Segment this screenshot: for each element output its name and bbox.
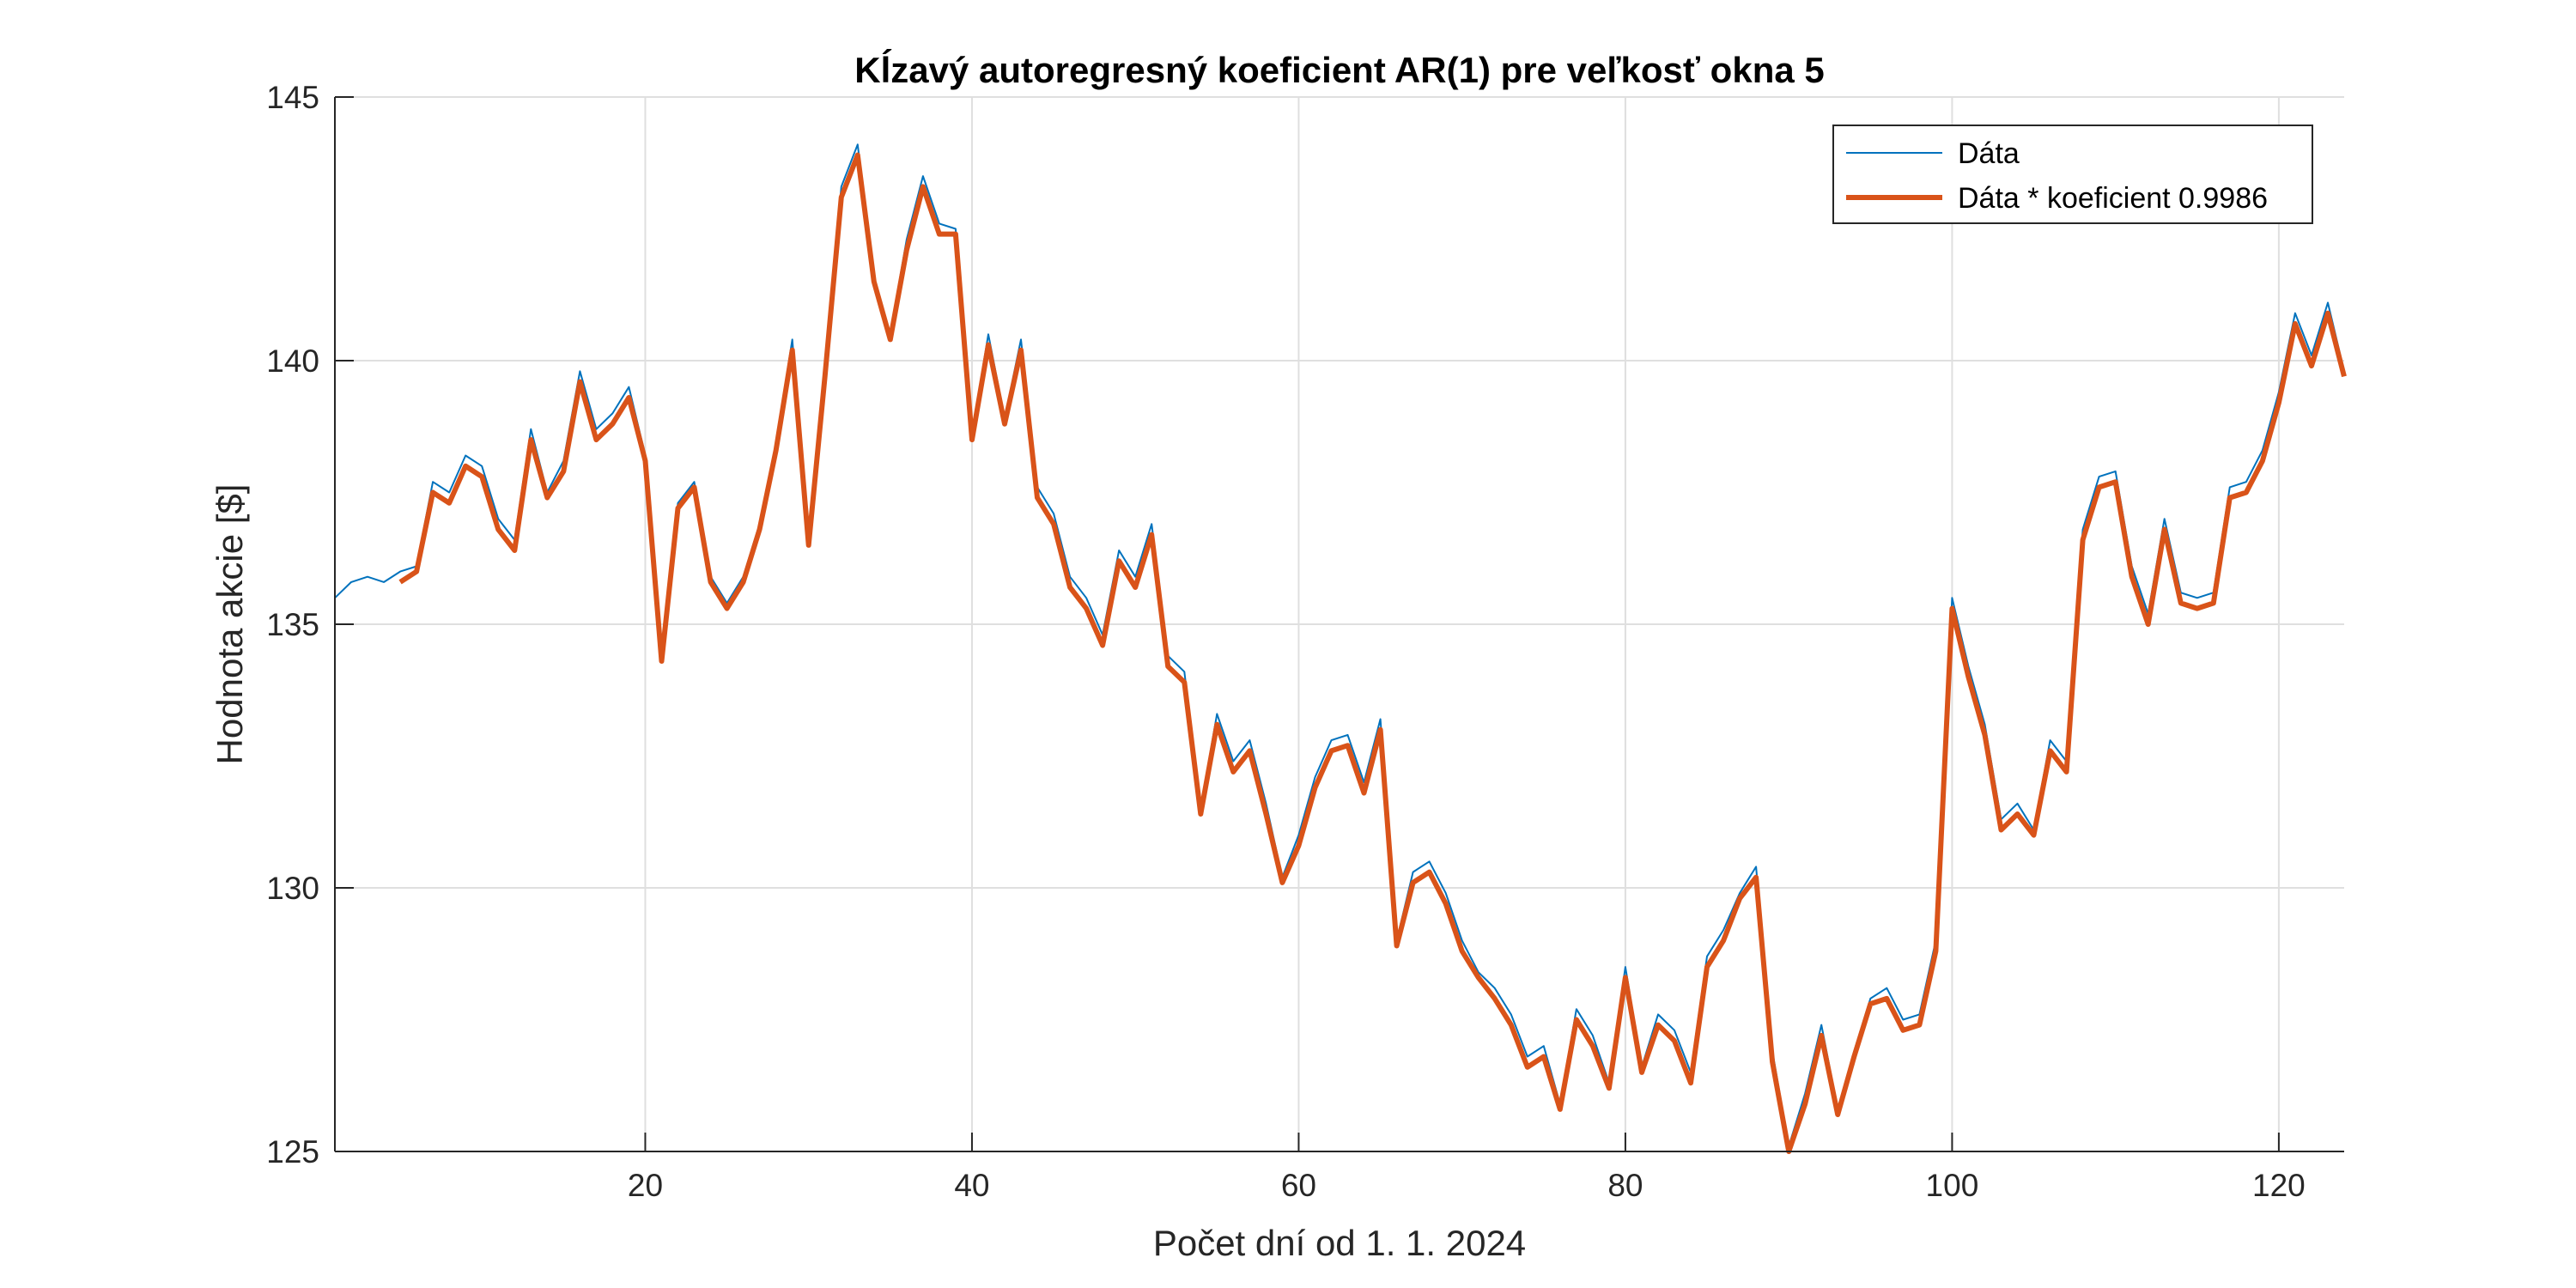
- y-tick-label: 130: [266, 871, 319, 906]
- x-tick-label: 100: [1926, 1168, 1979, 1203]
- axes: [334, 96, 2344, 1152]
- series-line-scaled-data: [398, 152, 2347, 1154]
- x-tick-label: 60: [1281, 1168, 1316, 1203]
- x-tick-label: 40: [954, 1168, 989, 1203]
- y-tick-label: 135: [266, 607, 319, 642]
- series-lines: [334, 143, 2347, 1154]
- legend-box: [1832, 125, 2313, 224]
- y-tick-label: 140: [266, 343, 319, 379]
- legend-label-scaled-data: Dáta * koeficient 0.9986: [1958, 182, 2268, 215]
- y-tick-label: 125: [266, 1134, 319, 1170]
- y-axis-title: Hodnota akcie [$]: [210, 484, 250, 765]
- legend: Dáta Dáta * koeficient 0.9986: [1832, 125, 2313, 224]
- chart-title: Kĺzavý autoregresný koeficient AR(1) pre…: [854, 48, 1824, 90]
- x-tick-label: 120: [2252, 1168, 2306, 1203]
- y-tick-label: 145: [266, 80, 319, 115]
- tick-labels: 20 40 60 80 100 120 125 130 135 140 145: [266, 80, 2306, 1203]
- x-axis-title: Počet dní od 1. 1. 2024: [1153, 1223, 1526, 1263]
- x-tick-label: 20: [628, 1168, 663, 1203]
- legend-label-data: Dáta: [1958, 137, 2020, 170]
- x-tick-label: 80: [1607, 1168, 1643, 1203]
